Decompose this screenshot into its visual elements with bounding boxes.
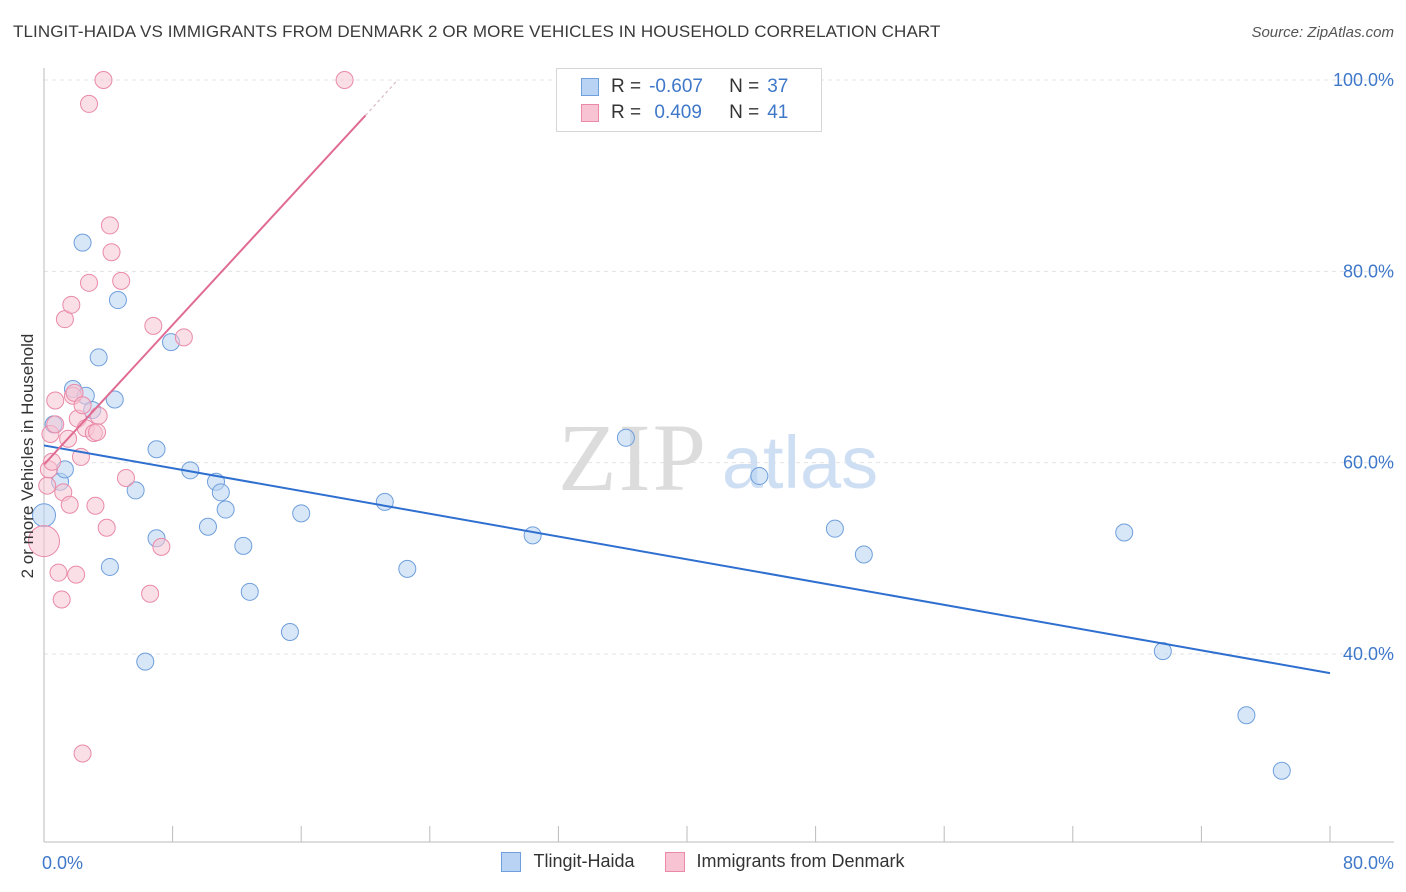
gridlines [44,79,1394,655]
legend-swatch-blue [501,851,522,872]
data-point-denmark [86,496,105,515]
y-axis-label: 2 or more Vehicles in Household [18,333,37,579]
y-tick-label: 80.0% [1343,261,1394,281]
legend-swatch-blue [581,78,599,96]
legend-n-label: N = [729,76,760,97]
data-point-denmark [46,391,65,410]
trend-line-denmark [43,114,367,466]
data-point-tlingit [136,652,155,671]
legend-n-value: 41 [767,102,789,123]
legend-r-value: 0.409 [649,102,702,123]
data-point-tlingit [108,291,127,310]
data-point-tlingit [126,481,145,500]
data-point-tlingit [211,483,230,502]
x-tick-label: 0.0% [42,853,83,873]
data-point-tlingit [292,504,311,523]
data-point-denmark [174,328,193,347]
data-point-denmark [43,452,62,471]
data-point-denmark [116,468,135,487]
data-point-denmark [28,525,60,558]
axes [43,68,1394,843]
legend-n-label: N = [729,102,760,123]
legend-item-tlingit[interactable]: Tlingit-Haida [501,851,635,872]
data-point-tlingit [105,390,124,409]
data-point-tlingit [854,545,873,564]
data-point-denmark [152,537,171,556]
data-point-denmark [73,396,92,415]
data-point-tlingit [147,440,166,459]
legend-row-denmark: R = 0.409 N = 41 [581,101,788,125]
data-point-tlingit [280,622,299,641]
data-point-denmark [46,415,65,434]
trend-line-tlingit [43,444,1331,675]
watermark-zip: ZIP [558,404,708,511]
data-point-denmark [80,94,99,113]
series-immigrants-denmark [28,71,354,763]
data-point-tlingit [198,517,217,536]
data-point-tlingit [1115,523,1134,542]
data-point-denmark [38,476,57,495]
legend-row-tlingit: R = -0.607 N = 37 [581,75,788,99]
data-point-denmark [52,590,71,609]
y-tick-label: 40.0% [1343,644,1394,664]
data-point-denmark [88,423,107,442]
chart-title: TLINGIT-HAIDA VS IMMIGRANTS FROM DENMARK… [13,22,941,41]
data-point-denmark [112,271,131,290]
trend-lines [43,79,1331,675]
data-point-tlingit [398,559,417,578]
data-point-tlingit [1237,706,1256,725]
y-tick-label: 100.0% [1333,70,1394,90]
legend-label: Immigrants from Denmark [696,851,905,871]
data-point-tlingit [240,582,259,601]
data-point-denmark [97,518,116,537]
data-point-denmark [60,495,79,514]
data-point-tlingit [523,526,542,545]
data-point-denmark [102,243,121,262]
legend-swatch-pink [581,104,599,122]
data-point-denmark [335,71,354,89]
data-point-denmark [89,406,108,425]
data-point-denmark [67,565,86,584]
data-point-denmark [94,71,113,89]
legend-r-label: R = [611,76,642,97]
legend-swatch-pink [664,851,685,872]
legend-r-value: -0.607 [649,76,703,97]
data-point-denmark [49,563,68,582]
data-point-denmark [144,316,163,335]
data-point-tlingit [100,557,119,576]
legend-label: Tlingit-Haida [533,851,635,871]
data-point-tlingit [616,428,635,447]
data-point-tlingit [89,348,108,367]
data-point-tlingit [234,536,253,555]
x-tick-label: 80.0% [1343,853,1394,873]
data-point-tlingit [73,233,92,252]
data-point-tlingit [825,519,844,538]
data-point-tlingit [1272,761,1291,780]
data-point-denmark [73,744,92,763]
source-label: Source: ZipAtlas.com [1251,24,1394,41]
trend-line-denmark-extension [365,79,399,116]
watermark-atlas: atlas [722,421,878,504]
legend-r-label: R = [611,102,642,123]
legend-item-denmark[interactable]: Immigrants from Denmark [664,851,905,872]
data-point-tlingit [750,467,769,486]
y-tick-label: 60.0% [1343,453,1394,473]
watermark: ZIP atlas [558,404,878,511]
data-point-tlingit [216,500,235,519]
data-point-denmark [141,584,160,603]
legend-n-value: 37 [767,76,789,97]
series-legend: Tlingit-Haida Immigrants from Denmark [0,851,1406,872]
tick-labels: 40.0% 60.0% 80.0% 100.0% 0.0% 80.0% [42,70,1394,873]
data-point-denmark [62,295,81,314]
data-point-denmark [80,273,99,292]
data-point-denmark [100,216,119,235]
correlation-legend: R = -0.607 N = 37 R = 0.409 N = 41 [556,68,822,132]
